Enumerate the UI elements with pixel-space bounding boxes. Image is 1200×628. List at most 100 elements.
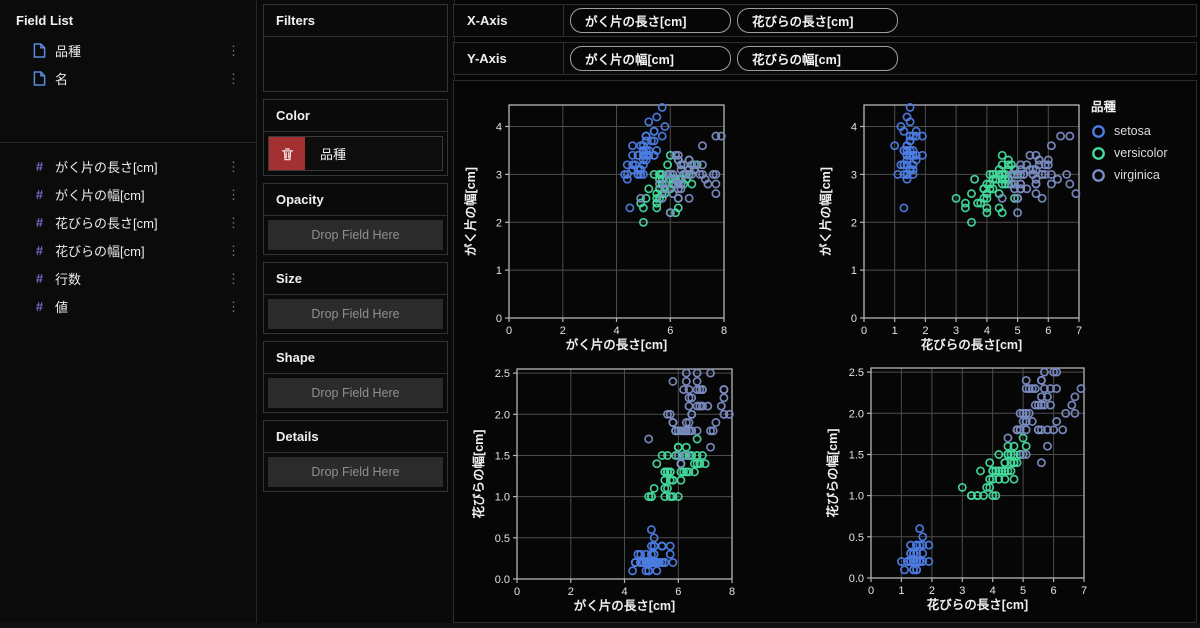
svg-text:5: 5: [1015, 325, 1021, 337]
opacity-header: Opacity: [264, 184, 447, 216]
svg-text:がく片の幅[cm]: がく片の幅[cm]: [463, 167, 478, 256]
field-menu-icon[interactable]: ⋮: [227, 214, 240, 230]
field-menu-icon[interactable]: ⋮: [227, 42, 240, 58]
svg-text:花びらの幅[cm]: 花びらの幅[cm]: [471, 430, 486, 519]
field-label: 品種: [55, 43, 82, 59]
svg-text:1.5: 1.5: [849, 450, 864, 462]
field-label: 値: [55, 299, 69, 315]
y-axis-field-chip-1[interactable]: がく片の幅[cm]: [570, 46, 731, 71]
opacity-section: Opacity Drop Field Here: [263, 183, 448, 255]
shape-section: Shape Drop Field Here: [263, 341, 448, 413]
field-item-sepal-length[interactable]: # がく片の長さ[cm] ⋮: [0, 152, 256, 180]
svg-text:0.0: 0.0: [495, 574, 510, 586]
x-axis-field-chip-2[interactable]: 花びらの長さ[cm]: [737, 8, 898, 33]
svg-text:6: 6: [1045, 325, 1051, 337]
shape-drop-zone[interactable]: Drop Field Here: [268, 378, 443, 408]
text-field-icon: [33, 42, 46, 58]
svg-text:花びらの幅[cm]: 花びらの幅[cm]: [825, 429, 840, 518]
filters-header: Filters: [264, 5, 447, 37]
filters-section: Filters: [263, 4, 448, 92]
field-label: 花びらの長さ[cm]: [55, 215, 158, 231]
color-field-chip[interactable]: 品種: [268, 136, 443, 171]
filters-drop-area[interactable]: [264, 37, 447, 91]
remove-field-button[interactable]: [269, 137, 305, 170]
svg-text:6: 6: [675, 586, 681, 598]
svg-text:4: 4: [496, 122, 502, 134]
svg-text:1.0: 1.0: [495, 492, 510, 504]
field-list-panel: Field List 品種 ⋮ 名 ⋮ # がく片の長さ[cm] ⋮ # がく片…: [0, 0, 257, 628]
numeric-field-icon: #: [35, 298, 44, 314]
svg-text:4: 4: [984, 325, 990, 337]
size-header: Size: [264, 263, 447, 295]
scatter-sepal-length-vs-petal-width: 0 2 4 6 8 0.0 0.5 1.0 1.5 2.0 2.5 がく片の長さ[cm] 花びらの幅[c…: [471, 368, 735, 613]
field-label: がく片の幅[cm]: [55, 187, 145, 203]
svg-text:3: 3: [496, 169, 502, 181]
svg-text:4: 4: [621, 586, 627, 598]
window-bottom-edge: [0, 623, 1200, 628]
field-menu-icon[interactable]: ⋮: [227, 298, 240, 314]
field-item-petal-length[interactable]: # 花びらの長さ[cm] ⋮: [0, 208, 256, 236]
legend-item-setosa[interactable]: setosa: [1091, 120, 1168, 142]
field-item-row-count[interactable]: # 行数 ⋮: [0, 264, 256, 292]
svg-text:0: 0: [861, 325, 867, 337]
svg-text:1.5: 1.5: [495, 451, 510, 463]
field-menu-icon[interactable]: ⋮: [227, 70, 240, 86]
details-drop-zone[interactable]: Drop Field Here: [268, 457, 443, 487]
legend-item-virginica[interactable]: virginica: [1091, 164, 1168, 186]
legend-marker-icon: [1092, 168, 1105, 182]
svg-text:2.5: 2.5: [495, 368, 510, 380]
field-item-sepal-width[interactable]: # がく片の幅[cm] ⋮: [0, 180, 256, 208]
svg-text:0: 0: [868, 585, 874, 597]
svg-text:2: 2: [496, 217, 502, 229]
field-item-species[interactable]: 品種 ⋮: [0, 36, 256, 64]
svg-text:8: 8: [729, 586, 735, 598]
opacity-drop-zone[interactable]: Drop Field Here: [268, 220, 443, 250]
text-field-icon: [33, 70, 46, 86]
svg-text:0.0: 0.0: [849, 573, 864, 585]
field-menu-icon[interactable]: ⋮: [227, 186, 240, 202]
svg-text:7: 7: [1081, 585, 1087, 597]
svg-text:がく片の幅[cm]: がく片の幅[cm]: [818, 167, 833, 256]
field-menu-icon[interactable]: ⋮: [227, 242, 240, 258]
svg-text:1: 1: [496, 265, 502, 277]
svg-text:6: 6: [1051, 585, 1057, 597]
field-menu-icon[interactable]: ⋮: [227, 158, 240, 174]
field-label: 花びらの幅[cm]: [55, 243, 145, 259]
legend-item-versicolor[interactable]: versicolor: [1091, 142, 1168, 164]
y-axis-shelf-label: Y-Axis: [454, 43, 564, 74]
svg-text:1: 1: [851, 265, 857, 277]
svg-text:6: 6: [667, 325, 673, 337]
size-drop-zone[interactable]: Drop Field Here: [268, 299, 443, 329]
svg-text:花びらの長さ[cm]: 花びらの長さ[cm]: [921, 337, 1022, 352]
y-axis-field-chip-2[interactable]: 花びらの幅[cm]: [737, 46, 898, 71]
svg-text:2.0: 2.0: [495, 409, 510, 421]
svg-text:8: 8: [721, 325, 727, 337]
svg-text:7: 7: [1076, 325, 1082, 337]
svg-text:2: 2: [568, 586, 574, 598]
field-item-name[interactable]: 名 ⋮: [0, 64, 256, 92]
field-menu-icon[interactable]: ⋮: [227, 270, 240, 286]
field-item-value[interactable]: # 値 ⋮: [0, 292, 256, 320]
svg-text:2: 2: [929, 585, 935, 597]
field-label: 行数: [55, 271, 82, 287]
svg-text:2: 2: [922, 325, 928, 337]
svg-text:0.5: 0.5: [849, 532, 864, 544]
details-header: Details: [264, 421, 447, 453]
legend-title: 品種: [1091, 100, 1117, 114]
color-header: Color: [264, 100, 447, 132]
color-legend: 品種 setosa versicolor virginica: [1091, 96, 1168, 186]
field-list-divider: [0, 142, 256, 143]
field-list-title: Field List: [16, 13, 74, 28]
field-item-petal-width[interactable]: # 花びらの幅[cm] ⋮: [0, 236, 256, 264]
svg-text:3: 3: [959, 585, 965, 597]
x-axis-field-chip-1[interactable]: がく片の長さ[cm]: [570, 8, 731, 33]
svg-text:花びらの長さ[cm]: 花びらの長さ[cm]: [927, 597, 1028, 612]
svg-text:2.5: 2.5: [849, 367, 864, 379]
legend-marker-icon: [1092, 124, 1105, 138]
svg-text:0: 0: [514, 586, 520, 598]
numeric-field-icon: #: [35, 158, 44, 174]
shape-header: Shape: [264, 342, 447, 374]
svg-text:2: 2: [560, 325, 566, 337]
